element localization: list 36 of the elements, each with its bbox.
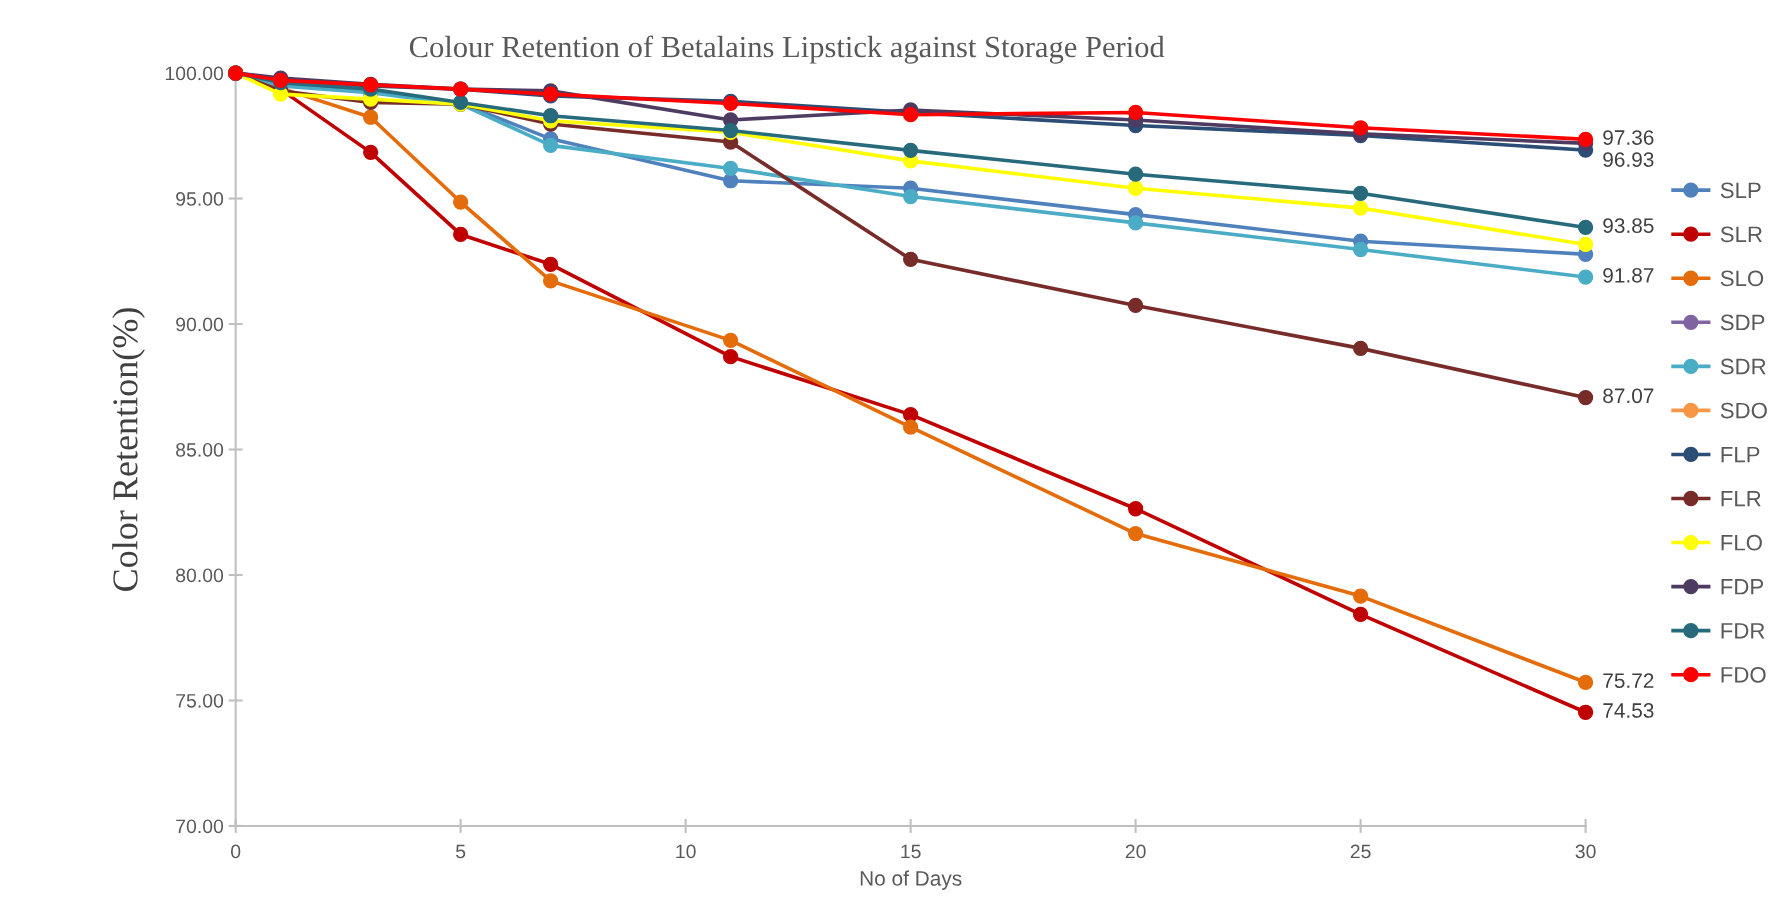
legend-label: SLO (1720, 270, 1764, 287)
data-label: 74.53 (1603, 703, 1654, 718)
y-tick-label: 85.00 (176, 442, 224, 457)
x-axis-title: No of Days (860, 870, 962, 890)
data-label: 91.87 (1603, 267, 1654, 283)
y-tick-label: 100.00 (165, 66, 224, 81)
y-tick-label: 70.00 (176, 819, 224, 834)
y-tick-label: 95.00 (176, 192, 224, 206)
data-label: 97.36 (1603, 130, 1654, 145)
legend-label: SLR (1720, 226, 1762, 243)
x-tick-label: 20 (1125, 844, 1146, 859)
legend-label: FLR (1721, 490, 1761, 507)
x-tick-label: 0 (231, 844, 241, 859)
y-axis-title: Color Retention(%) (112, 308, 145, 591)
legend-label: FDP (1721, 579, 1764, 595)
legend-label: SLP (1720, 182, 1761, 199)
legend-label: FLO (1721, 534, 1762, 551)
legend-label: FLP (1721, 446, 1760, 463)
legend-label: FDR (1721, 623, 1765, 639)
x-tick-label: 25 (1350, 844, 1371, 859)
x-tick-label: 5 (456, 844, 466, 859)
legend-label: FDO (1721, 666, 1766, 683)
legend-label: SDO (1720, 402, 1767, 419)
legend-label: SDR (1720, 358, 1766, 375)
data-label: 75.72 (1603, 673, 1654, 688)
data-label: 93.85 (1603, 218, 1654, 233)
legend-label: SDP (1720, 314, 1765, 331)
y-tick-label: 80.00 (176, 568, 224, 583)
data-label: 87.07 (1603, 388, 1654, 404)
chart-title: Colour Retention of Betalains Lipstick against Storage Period (409, 35, 1165, 64)
x-tick-label: 30 (1575, 844, 1596, 859)
y-tick-label: 75.00 (176, 693, 224, 708)
y-tick-label: 90.00 (176, 317, 224, 332)
data-label: 96.93 (1603, 152, 1654, 167)
x-tick-label: 15 (901, 844, 921, 859)
x-tick-label: 10 (676, 844, 696, 859)
